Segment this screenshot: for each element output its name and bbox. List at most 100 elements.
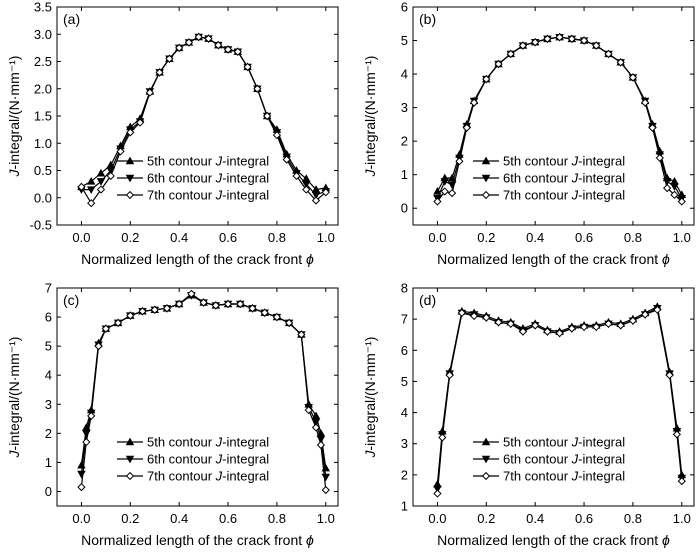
data-point-series-3	[87, 199, 96, 208]
x-tick-label: 0.8	[268, 511, 286, 526]
y-tick-label: 1.0	[34, 136, 52, 151]
data-point-series-3	[665, 371, 674, 380]
legend-label-suffix: -integral	[222, 154, 269, 169]
legend-marker	[481, 190, 491, 200]
legend-label-j: J	[571, 188, 579, 203]
data-point-series-3	[518, 327, 528, 336]
x-axis-symbol: ϕ	[306, 251, 314, 267]
y-axis-title-symbol: J	[362, 449, 378, 458]
y-axis-title: J-integral/(N·mm⁻¹)	[6, 56, 22, 178]
legend-label-suffix: -integral	[222, 452, 269, 467]
legend-label-prefix: 7th contour	[147, 469, 216, 484]
data-point-series-3	[236, 299, 245, 309]
data-point-series-3	[116, 147, 125, 156]
data-point-series-2	[77, 470, 86, 479]
x-tick-label: 0.6	[219, 511, 237, 526]
y-tick-label: 5	[401, 33, 408, 48]
y-tick-label: 6	[401, 0, 408, 15]
data-point-series-3	[135, 118, 145, 127]
data-point-series-3	[567, 34, 576, 43]
x-axis-symbol: ϕ	[662, 532, 670, 548]
panel-label: (d)	[419, 292, 436, 308]
data-point-series-3	[138, 307, 147, 316]
legend-label: 5th contour J-integral	[503, 154, 625, 169]
x-tick-label: 0.2	[121, 511, 139, 526]
y-tick-label: 7	[401, 312, 408, 327]
x-tick-label: 0.2	[477, 511, 495, 526]
legend-label-suffix: -integral	[222, 188, 269, 203]
data-point-series-1	[447, 173, 457, 182]
data-point-series-3	[184, 38, 194, 47]
legend-label-suffix: -integral	[578, 435, 625, 450]
data-point-series-3	[469, 98, 479, 107]
legend-marker	[481, 455, 491, 464]
legend-marker	[125, 471, 135, 481]
x-tick-label: 1.0	[317, 511, 335, 526]
data-point-series-3	[494, 318, 503, 327]
legend-label-prefix: 7th contour	[503, 188, 572, 203]
data-point-series-1	[311, 411, 321, 420]
legend-label-j: J	[571, 469, 579, 484]
data-point-series-3	[567, 324, 576, 333]
data-point-series-3	[233, 47, 242, 56]
y-tick-label: 4	[401, 67, 408, 82]
data-point-series-3	[77, 182, 86, 191]
data-point-series-3	[616, 321, 625, 330]
legend-label-j: J	[571, 435, 579, 450]
legend-label-prefix: 5th contour	[147, 435, 216, 450]
data-point-series-3	[175, 299, 184, 309]
data-point-series-3	[253, 84, 262, 93]
data-point-series-2	[670, 183, 679, 191]
data-point-series-3	[672, 430, 682, 439]
legend-label-suffix: -integral	[578, 469, 625, 484]
x-tick-label: 0.0	[428, 511, 446, 526]
x-tick-label: 0.6	[219, 230, 237, 245]
y-axis-title-symbol: J	[6, 168, 22, 177]
legend-marker	[125, 190, 135, 200]
data-point-series-3	[579, 322, 589, 332]
x-tick-label: 0.4	[170, 511, 188, 526]
panel-1: 0.0 0.2 0.4 0.6 0.8 1.0 -0.5 0.0 0.5 1.0 1.5 2.0 2.5…	[6, 0, 339, 267]
data-point-series-3	[263, 111, 272, 121]
data-point-series-3	[616, 58, 625, 67]
y-axis-title-symbol: J	[6, 449, 22, 458]
y-axis-title: J-integral/(N·mm⁻¹)	[362, 56, 378, 178]
data-point-series-3	[260, 308, 269, 317]
data-point-series-3	[145, 88, 154, 97]
data-point-series-3	[531, 38, 540, 47]
data-point-series-3	[113, 318, 123, 327]
y-tick-label: 0	[401, 201, 408, 216]
legend-label-prefix: 7th contour	[503, 469, 572, 484]
data-point-series-2	[316, 435, 326, 444]
data-point-series-3	[96, 185, 106, 194]
data-point-series-3	[77, 482, 86, 492]
legend-label-prefix: 5th contour	[503, 435, 572, 450]
data-point-series-3	[94, 342, 103, 351]
data-point-series-3	[469, 311, 479, 321]
legend-marker	[481, 156, 491, 165]
legend-label-suffix: -integral	[222, 171, 269, 186]
data-point-series-3	[592, 322, 601, 332]
y-axis-title-symbol: J	[362, 168, 378, 177]
y-tick-label: 4	[45, 368, 52, 383]
data-point-series-1	[670, 176, 679, 185]
data-point-series-3	[555, 329, 564, 338]
data-point-series-3	[285, 318, 294, 327]
data-point-series-2	[311, 418, 321, 427]
legend-marker	[481, 174, 491, 183]
legend-label-j: J	[215, 452, 223, 467]
data-point-series-3	[506, 319, 515, 328]
data-point-series-3	[543, 327, 552, 336]
y-tick-label: 3	[401, 436, 408, 451]
data-point-series-3	[321, 485, 330, 495]
data-point-series-3	[438, 433, 447, 442]
data-point-series-3	[641, 310, 650, 319]
x-axis-title-text: Normalized length of the crack front	[81, 251, 306, 267]
data-point-series-3	[677, 476, 686, 486]
data-point-series-1	[433, 187, 442, 195]
legend-marker	[481, 437, 491, 446]
legend-marker	[125, 437, 135, 446]
data-point-series-3	[482, 313, 491, 322]
data-point-series-3	[321, 188, 330, 197]
